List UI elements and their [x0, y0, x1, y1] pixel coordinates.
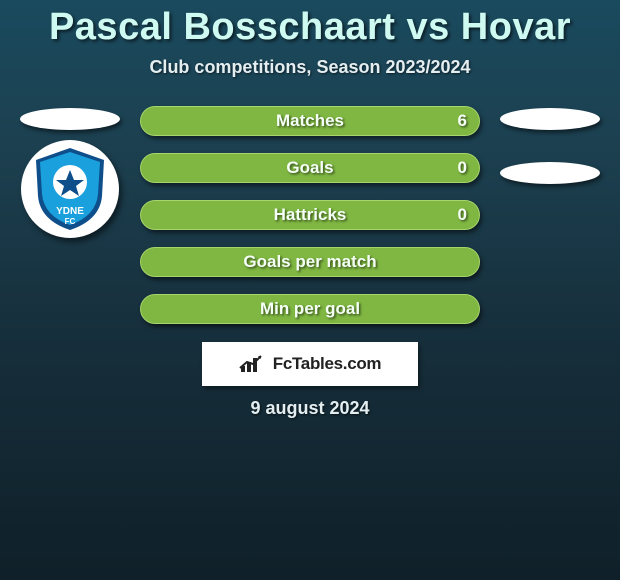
player-right-pill-1	[500, 108, 600, 130]
stat-bar-min-per-goal: Min per goal	[140, 294, 480, 324]
stat-right-value: 0	[458, 154, 467, 182]
date-text: 9 august 2024	[0, 398, 620, 419]
club-badge-text: YDNE	[56, 206, 84, 217]
stat-bar-goals: Goals 0	[140, 153, 480, 183]
stat-label: Hattricks	[274, 205, 347, 225]
stat-bar-goals-per-match: Goals per match	[140, 247, 480, 277]
logo-text: FcTables.com	[273, 354, 382, 374]
stat-bars: Matches 6 Goals 0 Hattricks 0 Goals per …	[130, 106, 490, 324]
subtitle: Club competitions, Season 2023/2024	[0, 57, 620, 78]
stat-label: Min per goal	[260, 299, 360, 319]
club-badge-fc: FC	[65, 217, 76, 226]
club-badge-left: YDNE FC	[21, 140, 119, 238]
fctables-logo: FcTables.com	[202, 342, 418, 386]
player-right-pill-2	[500, 162, 600, 184]
bar-chart-icon	[239, 354, 267, 374]
stats-content: YDNE FC Matches 6 Goals 0 Hattricks 0 Go…	[0, 106, 620, 324]
shield-icon: YDNE FC	[30, 146, 110, 232]
stat-label: Goals per match	[243, 252, 376, 272]
stat-right-value: 6	[458, 107, 467, 135]
right-player-column	[490, 106, 610, 324]
stat-bar-matches: Matches 6	[140, 106, 480, 136]
stat-label: Matches	[276, 111, 344, 131]
stat-label: Goals	[286, 158, 333, 178]
stat-right-value: 0	[458, 201, 467, 229]
stat-bar-hattricks: Hattricks 0	[140, 200, 480, 230]
left-player-column: YDNE FC	[10, 106, 130, 324]
player-left-pill	[20, 108, 120, 130]
page-title: Pascal Bosschaart vs Hovar	[0, 0, 620, 49]
